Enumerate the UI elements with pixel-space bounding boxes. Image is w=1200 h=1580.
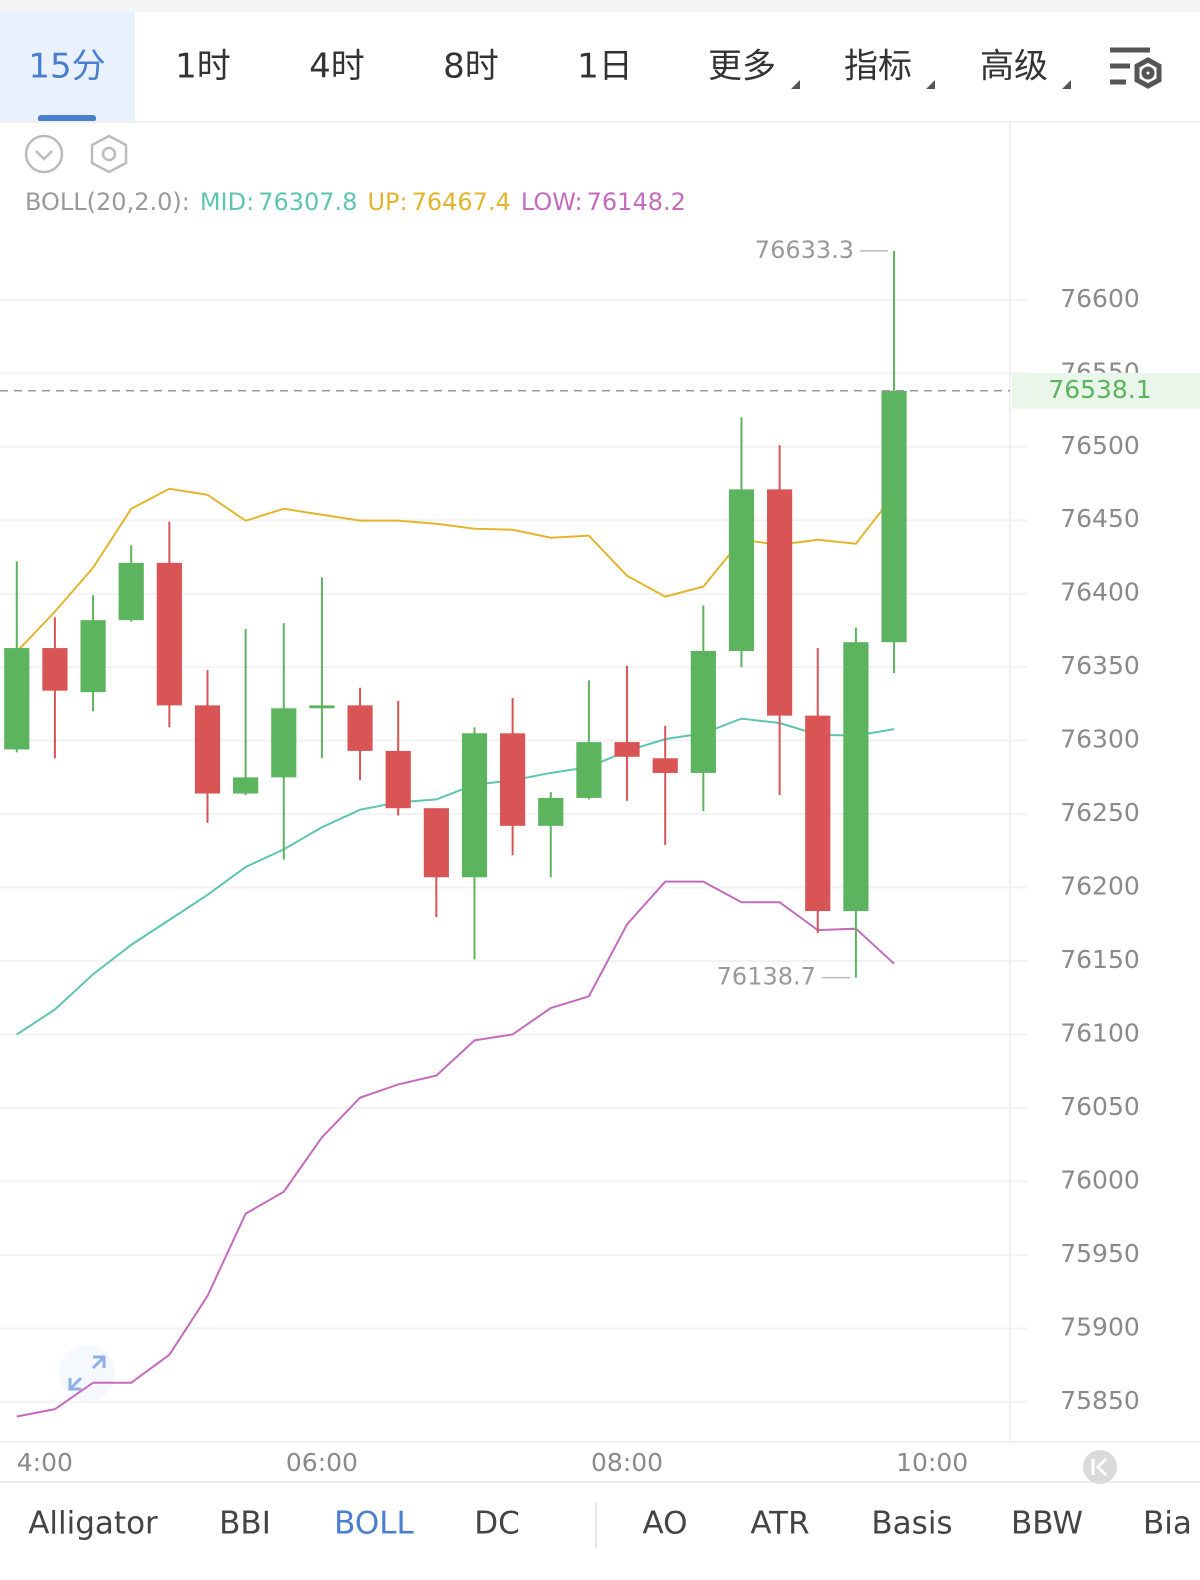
y-tick-label: 76350 xyxy=(1060,651,1140,680)
boll-line xyxy=(16,487,895,653)
y-tick-label: 76250 xyxy=(1060,798,1140,827)
timeframe-tab[interactable]: 1日 xyxy=(577,47,633,87)
candle-body xyxy=(156,562,182,706)
candle-body xyxy=(423,808,449,878)
timeframe-tab[interactable]: 高级 xyxy=(980,47,1048,87)
candle-body xyxy=(576,742,602,798)
indicator-tab[interactable]: AO xyxy=(642,1506,687,1542)
candle-body xyxy=(80,620,106,693)
indicator-tab[interactable]: BBW xyxy=(1011,1506,1083,1542)
candle-body xyxy=(728,489,755,651)
y-tick-label: 76500 xyxy=(1060,431,1140,460)
candle-body xyxy=(271,708,297,778)
y-tick-label: 76150 xyxy=(1060,945,1140,974)
legend-label: MID: xyxy=(200,188,254,216)
candle-body xyxy=(42,648,68,691)
dropdown-mark xyxy=(1062,80,1071,89)
indicator-tab[interactable]: Alligator xyxy=(28,1506,158,1542)
timeframe-tab[interactable]: 1时 xyxy=(175,47,231,87)
y-tick-label: 76600 xyxy=(1060,284,1140,313)
candle-body xyxy=(500,733,526,826)
x-tick-label: 08:00 xyxy=(591,1448,663,1477)
extreme-label: 76633.3 xyxy=(755,236,854,264)
timeframe-tab[interactable]: 15分 xyxy=(28,47,105,87)
dropdown-mark xyxy=(926,80,935,89)
candle-body xyxy=(805,715,831,912)
legend-value: 76148.2 xyxy=(587,188,686,216)
y-tick-label: 75950 xyxy=(1060,1239,1140,1268)
timeframe-tab[interactable]: 指标 xyxy=(844,47,912,87)
indicator-tab[interactable]: BOLL xyxy=(334,1506,414,1542)
candle-body xyxy=(881,390,907,643)
indicator-tab[interactable]: Basis xyxy=(871,1506,952,1542)
y-tick-label: 76300 xyxy=(1060,725,1140,754)
candle-body xyxy=(538,797,564,826)
x-tick-label: 10:00 xyxy=(896,1448,968,1477)
active-tab-indicator xyxy=(38,115,96,122)
y-tick-label: 76000 xyxy=(1060,1165,1140,1194)
boll-line xyxy=(16,880,895,1418)
y-tick-label: 75850 xyxy=(1060,1386,1140,1415)
candle-body xyxy=(843,642,869,912)
candle-body xyxy=(461,733,488,878)
extreme-label: 76138.7 xyxy=(717,963,816,991)
active-tab-bg xyxy=(0,12,135,122)
dropdown-mark xyxy=(791,80,800,89)
candle-body xyxy=(767,489,793,716)
y-tick-label: 76200 xyxy=(1060,872,1140,901)
indicator-tab[interactable]: DC xyxy=(474,1506,520,1542)
settings-icon[interactable] xyxy=(1110,47,1162,89)
indicator-legend: BOLL(20,2.0): MID: 76307.8 UP: 76467.4 LOW: 76… xyxy=(25,188,686,216)
legend-label: UP: xyxy=(367,188,407,216)
indicator-tab[interactable]: BBI xyxy=(219,1506,271,1542)
current-price-label: 76538.1 xyxy=(1048,375,1151,404)
indicator-name: BOLL(20,2.0): xyxy=(25,188,190,216)
y-tick-label: 76050 xyxy=(1060,1092,1140,1121)
candle-body xyxy=(233,777,259,794)
candle-body xyxy=(385,750,411,809)
settings-hex-icon[interactable] xyxy=(90,134,128,174)
current-price-box xyxy=(1012,372,1200,409)
legend-value: 76467.4 xyxy=(412,188,511,216)
candle-body xyxy=(118,562,144,621)
candle-body xyxy=(4,648,30,750)
collapse-icon[interactable] xyxy=(24,134,64,174)
expand-icon[interactable] xyxy=(59,1345,115,1401)
x-tick-label: 06:00 xyxy=(286,1448,358,1477)
legend-value: 76307.8 xyxy=(258,188,357,216)
indicator-tab[interactable]: ATR xyxy=(750,1506,809,1542)
boll-line xyxy=(16,717,895,1036)
timeframe-tab[interactable]: 8时 xyxy=(443,47,499,87)
status-strip xyxy=(0,0,1200,12)
y-tick-label: 75900 xyxy=(1060,1312,1140,1341)
timeframe-tab[interactable]: 4时 xyxy=(309,47,365,87)
candle-body xyxy=(690,651,716,773)
y-tick-label: 76100 xyxy=(1060,1018,1140,1047)
x-tick-label: 4:00 xyxy=(17,1448,73,1477)
candle-body xyxy=(309,705,335,709)
scroll-latest-icon[interactable] xyxy=(1083,1450,1117,1484)
indicator-tab[interactable]: Bia xyxy=(1143,1506,1192,1542)
candle-body xyxy=(652,758,678,773)
candle-body xyxy=(347,705,373,751)
legend-label: LOW: xyxy=(521,188,583,216)
y-tick-label: 76400 xyxy=(1060,578,1140,607)
y-tick-label: 76450 xyxy=(1060,504,1140,533)
candle-body xyxy=(194,705,221,794)
timeframe-tab[interactable]: 更多 xyxy=(708,47,776,87)
candle-body xyxy=(614,742,640,757)
